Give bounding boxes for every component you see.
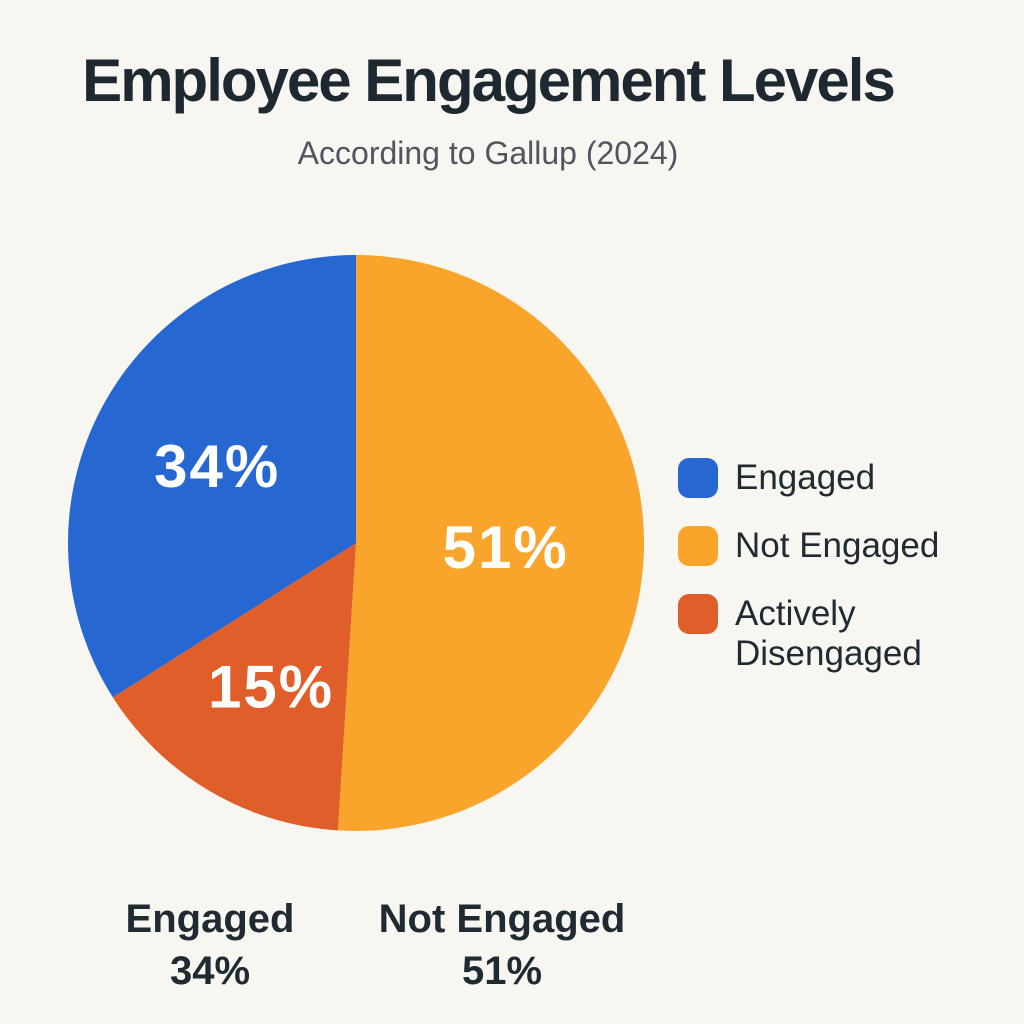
footer-item-engaged: Engaged 34% xyxy=(60,893,360,997)
pie-slice-actively-disengaged xyxy=(112,543,356,831)
footer-value-engaged: 34% xyxy=(169,949,251,993)
legend-swatch-actively-disengaged xyxy=(678,594,718,634)
legend-label-not-engaged: Not Engaged xyxy=(735,526,940,565)
legend-label-actively-disengaged: Actively Disengaged xyxy=(735,594,922,673)
pie-slice-engaged xyxy=(67,255,357,698)
legend-label-engaged: Engaged xyxy=(735,458,876,497)
chart-subtitle: According to Gallup (2024) xyxy=(297,135,679,171)
legend-item-engaged: Engaged xyxy=(678,458,978,498)
header: Employee Engagement Levels According to … xyxy=(0,46,976,172)
legend-swatch-not-engaged xyxy=(678,526,718,566)
pie-percent-label-not-engaged: 51% xyxy=(443,514,569,581)
footer-label-not-engaged: Not Engaged xyxy=(378,897,626,941)
footer-item-not-engaged: Not Engaged 51% xyxy=(342,893,662,997)
pie-chart: 51% 15% 34% xyxy=(67,255,645,832)
legend: Engaged Not Engaged Actively Disengaged xyxy=(678,458,978,702)
legend-swatch-engaged xyxy=(678,458,718,498)
pie-slice-not-engaged xyxy=(337,255,645,832)
footer-value-not-engaged: 51% xyxy=(461,949,543,993)
chart-title: Employee Engagement Levels xyxy=(82,47,896,114)
footer-label-engaged: Engaged xyxy=(125,897,295,941)
legend-item-not-engaged: Not Engaged xyxy=(678,526,978,566)
pie-percent-label-engaged: 34% xyxy=(154,433,280,500)
legend-item-actively-disengaged: Actively Disengaged xyxy=(678,594,978,674)
pie-percent-label-actively-disengaged: 15% xyxy=(208,653,334,720)
